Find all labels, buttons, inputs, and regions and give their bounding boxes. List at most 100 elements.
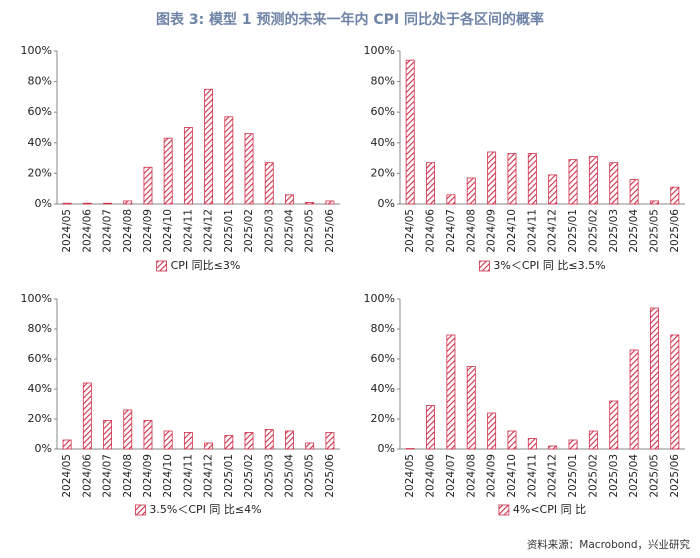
bar [143, 420, 153, 450]
bar [183, 127, 193, 205]
legend-swatch [498, 504, 510, 516]
bar [285, 430, 294, 450]
bar [305, 202, 315, 205]
x-tick-label: 2024/09 [486, 209, 498, 253]
bar [649, 307, 659, 450]
x-tick-label: 2025/06 [324, 209, 336, 253]
y-tick-label: 100% [21, 44, 52, 57]
legend-label: 3%＜CPI 同 比≤3.5% [493, 259, 605, 272]
bar [103, 202, 112, 205]
bar [548, 174, 558, 205]
bar [466, 366, 476, 450]
legend-label: 3.5%＜CPI 同 比≤4% [149, 503, 261, 516]
bar [670, 334, 680, 450]
x-tick-label: 2024/09 [486, 454, 498, 498]
x-tick-label: 2025/03 [263, 454, 275, 498]
bar [649, 200, 659, 205]
x-tick-label: 2024/12 [547, 209, 559, 253]
bar [264, 429, 274, 450]
bar [103, 420, 112, 450]
bar [204, 88, 214, 205]
bar [325, 432, 335, 450]
x-tick-label: 2025/02 [243, 454, 255, 498]
bar [264, 162, 274, 205]
x-tick-label: 2025/06 [669, 209, 681, 253]
bar [568, 439, 578, 450]
x-tick-label: 2025/03 [608, 209, 620, 253]
x-tick-label: 2025/03 [263, 209, 275, 253]
bar [466, 177, 476, 205]
legend-label: CPI 同比≤3% [171, 259, 241, 272]
x-tick-label: 2024/11 [182, 454, 194, 498]
bar [244, 133, 254, 205]
y-tick-label: 0% [378, 442, 395, 455]
x-tick-label: 2024/07 [102, 454, 114, 498]
y-tick-label: 40% [28, 382, 52, 395]
bar [446, 334, 456, 450]
bar [325, 200, 335, 205]
bar [244, 432, 254, 450]
bar [123, 200, 133, 205]
legend-swatch [479, 260, 490, 272]
bar [487, 412, 497, 450]
bar [629, 349, 639, 450]
bar [527, 153, 537, 205]
x-tick-label: 2024/09 [142, 454, 154, 498]
y-tick-label: 60% [28, 352, 52, 365]
x-tick-label: 2024/06 [425, 209, 437, 253]
bar [82, 382, 92, 450]
y-tick-label: 0% [35, 197, 52, 210]
x-tick-label: 2024/05 [61, 209, 73, 253]
y-tick-label: 60% [371, 352, 395, 365]
x-tick-label: 2025/05 [648, 209, 660, 253]
x-tick-label: 2025/01 [223, 209, 235, 253]
y-tick-label: 60% [28, 105, 52, 118]
figure-title: 图表 3: 模型 1 预测的未来一年内 CPI 同比处于各区间的概率 [156, 11, 544, 28]
y-tick-label: 100% [364, 292, 395, 305]
x-tick-label: 2024/09 [142, 209, 154, 253]
x-tick-label: 2024/06 [81, 209, 93, 253]
x-tick-label: 2024/11 [526, 209, 538, 253]
x-tick-label: 2024/10 [506, 454, 518, 498]
bar [609, 162, 619, 205]
x-tick-label: 2024/10 [162, 209, 174, 253]
bar [224, 116, 234, 205]
bar [507, 430, 517, 450]
bar [305, 442, 315, 450]
x-tick-label: 2024/05 [404, 209, 416, 253]
x-tick-label: 2025/04 [283, 454, 295, 498]
y-tick-label: 40% [371, 382, 395, 395]
legend-label: 4%<CPI 同 比 [513, 503, 586, 516]
bar [507, 153, 517, 205]
bar [609, 400, 619, 450]
bar [548, 445, 558, 450]
x-tick-label: 2024/07 [445, 454, 457, 498]
x-tick-label: 2024/05 [61, 454, 73, 498]
x-tick-label: 2025/05 [648, 454, 660, 498]
bar [629, 179, 639, 205]
y-tick-label: 0% [378, 197, 395, 210]
x-tick-label: 2025/01 [567, 209, 579, 253]
x-tick-label: 2025/05 [304, 209, 316, 253]
x-tick-label: 2025/01 [223, 454, 235, 498]
bar [62, 202, 72, 205]
x-tick-label: 2024/08 [465, 454, 477, 498]
bar [446, 194, 456, 205]
x-tick-label: 2025/03 [608, 454, 620, 498]
bar [405, 59, 415, 205]
bar [285, 194, 294, 205]
y-tick-label: 20% [371, 412, 395, 425]
y-tick-label: 20% [28, 166, 52, 179]
x-tick-label: 2025/02 [587, 454, 599, 498]
bar [143, 166, 153, 205]
x-tick-label: 2024/06 [81, 454, 93, 498]
y-tick-label: 80% [28, 75, 52, 88]
y-tick-label: 80% [371, 322, 395, 335]
x-tick-label: 2024/07 [102, 209, 114, 253]
x-tick-label: 2025/04 [628, 454, 640, 498]
bar [204, 442, 214, 450]
x-tick-label: 2024/10 [162, 454, 174, 498]
y-tick-label: 80% [371, 75, 395, 88]
x-tick-label: 2025/01 [567, 454, 579, 498]
y-tick-label: 60% [371, 105, 395, 118]
